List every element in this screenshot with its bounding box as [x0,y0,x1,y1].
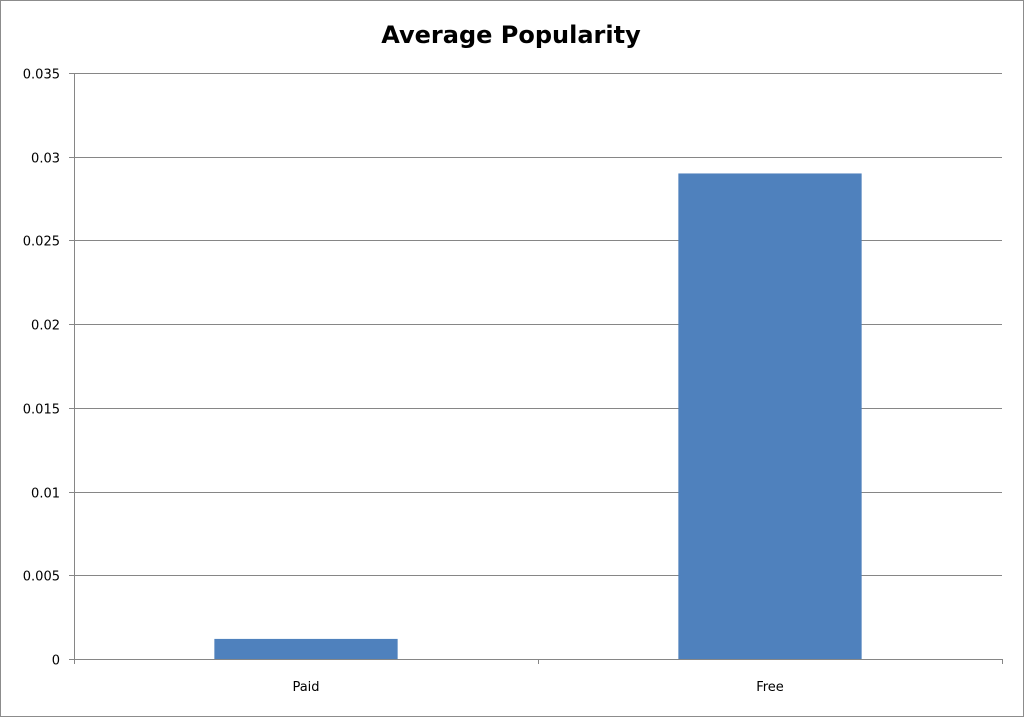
y-tick-label: 0.025 [23,235,60,250]
bar-free [678,173,862,659]
x-tick-label: Paid [292,680,319,695]
y-tick-label: 0.03 [31,152,60,167]
y-tick-label: 0.01 [31,487,60,502]
chart-title: Average Popularity [381,21,641,49]
y-tick-label: 0.035 [23,68,60,83]
axes [69,73,1003,664]
y-tick-label: 0.015 [23,403,60,418]
y-tick-label: 0.02 [31,319,60,334]
y-tick-label: 0 [52,654,60,669]
x-tick-labels: Paid Free [292,680,783,695]
bar-paid [214,638,398,659]
bars [214,173,862,659]
y-tick-labels: 0 0.005 0.01 0.015 0.02 0.025 0.03 0.035 [23,68,60,669]
x-tick-label: Free [756,680,784,695]
y-tick-label: 0.005 [23,570,60,585]
gridlines [74,73,1002,576]
